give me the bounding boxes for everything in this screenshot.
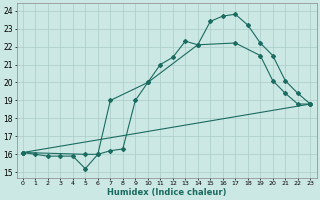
X-axis label: Humidex (Indice chaleur): Humidex (Indice chaleur) — [107, 188, 226, 197]
